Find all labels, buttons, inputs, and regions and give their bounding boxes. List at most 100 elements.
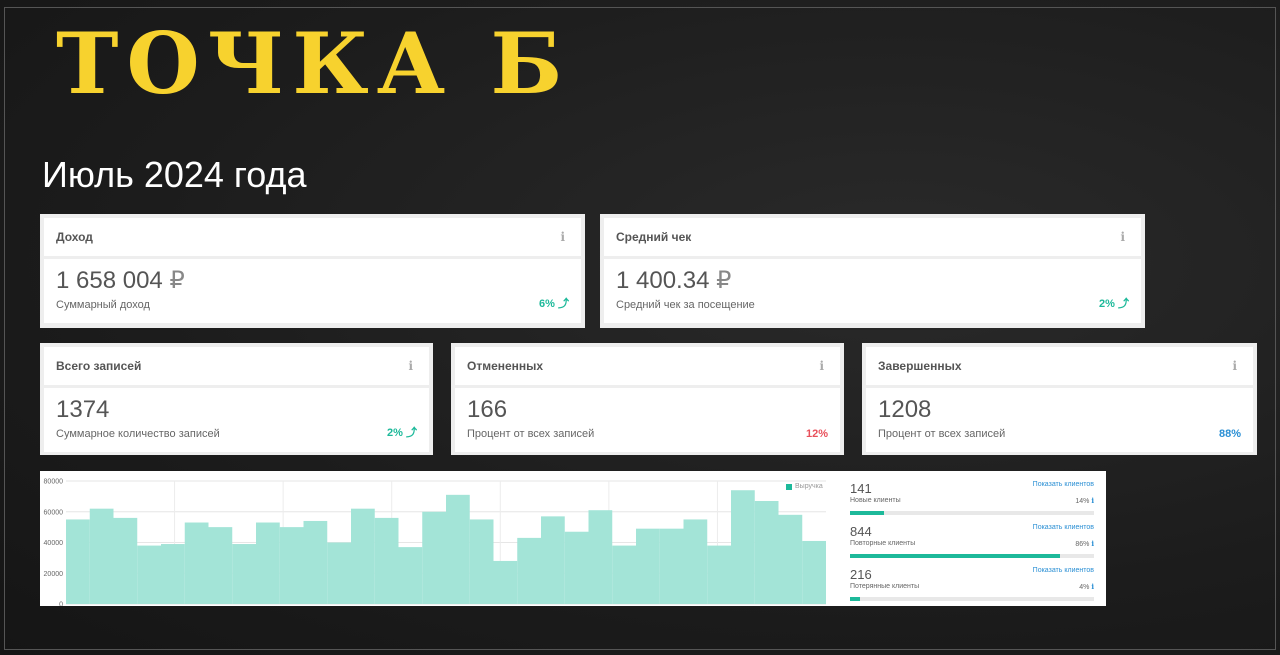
card-body: 1 400.34 ₽ Средний чек за посещение 2% ⤴ — [604, 259, 1141, 323]
card-header: Средний чек i — [604, 218, 1141, 256]
total-bookings-card: Всего записей i 1374 Суммарное количеств… — [40, 343, 433, 455]
card-title: Отмененных — [467, 359, 544, 373]
revenue-bar[interactable] — [446, 494, 470, 604]
revenue-bar[interactable] — [707, 545, 731, 604]
card-body: 1208 Процент от всех записей 88% — [866, 388, 1253, 452]
revenue-bar[interactable] — [374, 517, 399, 604]
revenue-bar[interactable] — [113, 517, 138, 604]
revenue-bar[interactable] — [731, 490, 755, 604]
revenue-bar[interactable] — [422, 511, 446, 604]
brand-logo: ТОЧКА Б — [56, 14, 571, 113]
revenue-chart: 80000 60000 40000 20000 0 — [44, 479, 826, 607]
progress-track — [850, 554, 1094, 558]
revenue-bar[interactable] — [778, 514, 803, 604]
y-tick-label: 40000 — [44, 540, 64, 547]
progress-fill — [850, 554, 1060, 558]
stat-number: 141 — [850, 481, 872, 496]
percent-badge: 88% — [1218, 428, 1241, 440]
card-description: Средний чек за посещение — [616, 299, 755, 311]
card-description: Суммарный доход — [56, 299, 150, 311]
card-header: Всего записей i — [44, 347, 429, 385]
card-value: 1208 — [878, 396, 932, 423]
revenue-bar[interactable] — [398, 547, 423, 604]
completed-card: Завершенных i 1208 Процент от всех запис… — [862, 343, 1257, 455]
percent-badge: 12% — [805, 428, 828, 440]
card-title: Средний чек — [616, 230, 692, 244]
card-title: Завершенных — [878, 359, 962, 373]
revenue-bar[interactable] — [279, 527, 304, 604]
card-body: 1 658 004 ₽ Суммарный доход 6% ⤴ — [44, 259, 581, 323]
progress-fill — [850, 597, 860, 601]
revenue-bar[interactable] — [588, 510, 613, 604]
chart-legend[interactable]: Выручка — [786, 483, 823, 490]
stat-percent: 4% i — [1079, 582, 1094, 591]
stat-percent: 86% i — [1075, 539, 1094, 548]
stat-number: 216 — [850, 567, 872, 582]
info-icon[interactable]: i — [1091, 496, 1094, 505]
card-title: Доход — [56, 230, 93, 244]
info-icon[interactable]: i — [1232, 359, 1237, 373]
income-card: Доход i 1 658 004 ₽ Суммарный доход 6% ⤴ — [40, 214, 585, 328]
revenue-bar[interactable] — [564, 531, 589, 604]
stat-percent: 14% i — [1075, 496, 1094, 505]
y-tick-label: 0 — [59, 602, 63, 607]
card-body: 1374 Суммарное количество записей 2% ⤴ — [44, 388, 429, 452]
info-icon[interactable]: i — [408, 359, 413, 373]
revenue-bar[interactable] — [351, 508, 375, 604]
revenue-bar[interactable] — [493, 560, 518, 604]
show-clients-link[interactable]: Показать клиентов — [1032, 567, 1094, 574]
progress-track — [850, 511, 1094, 515]
revenue-bar[interactable] — [303, 520, 328, 604]
info-icon[interactable]: i — [819, 359, 824, 373]
stat-label: Потерянные клиенты — [850, 583, 920, 590]
revenue-bar[interactable] — [517, 537, 541, 604]
period-title: Июль 2024 года — [42, 154, 307, 195]
trend-badge: 6% ⤴ — [539, 298, 569, 310]
legend-label: Выручка — [795, 483, 823, 490]
revenue-bar[interactable] — [659, 528, 684, 604]
repeat-clients-stat: 844 Повторные клиенты Показать клиентов … — [846, 524, 1102, 564]
card-description: Процент от всех записей — [467, 428, 595, 440]
revenue-bar[interactable] — [89, 508, 114, 604]
show-clients-link[interactable]: Показать клиентов — [1032, 524, 1094, 531]
revenue-bar[interactable] — [469, 519, 494, 604]
revenue-bar[interactable] — [636, 528, 660, 604]
info-icon[interactable]: i — [1091, 582, 1094, 591]
y-tick-label: 20000 — [44, 571, 64, 578]
y-tick-label: 80000 — [44, 479, 64, 486]
info-icon[interactable]: i — [560, 230, 565, 244]
revenue-chart-panel: 80000 60000 40000 20000 0 Выручка 141 Новые … — [40, 471, 1106, 606]
revenue-bar[interactable] — [327, 542, 351, 605]
revenue-bar[interactable] — [683, 519, 708, 604]
average-check-card: Средний чек i 1 400.34 ₽ Средний чек за … — [600, 214, 1145, 328]
revenue-bar[interactable] — [184, 522, 209, 604]
trend-badge: 2% ⤴ — [1099, 298, 1129, 310]
info-icon[interactable]: i — [1091, 539, 1094, 548]
stat-label: Повторные клиенты — [850, 540, 916, 547]
card-header: Завершенных i — [866, 347, 1253, 385]
card-title: Всего записей — [56, 359, 142, 373]
trend-badge: 2% ⤴ — [387, 427, 417, 439]
revenue-bar[interactable] — [541, 516, 565, 604]
y-tick-label: 60000 — [44, 509, 64, 516]
revenue-bar[interactable] — [232, 544, 256, 604]
revenue-bar[interactable] — [802, 540, 826, 604]
card-value: 166 — [467, 396, 508, 423]
revenue-bar[interactable] — [754, 500, 779, 604]
show-clients-link[interactable]: Показать клиентов — [1032, 481, 1094, 488]
card-description: Процент от всех записей — [878, 428, 1006, 440]
revenue-bar[interactable] — [161, 544, 185, 604]
stat-label: Новые клиенты — [850, 497, 901, 504]
revenue-bar[interactable] — [208, 527, 233, 604]
card-value: 1374 — [56, 396, 110, 423]
revenue-bar[interactable] — [137, 545, 161, 604]
lost-clients-stat: 216 Потерянные клиенты Показать клиентов… — [846, 567, 1102, 607]
revenue-bar[interactable] — [256, 522, 280, 604]
legend-swatch — [786, 483, 792, 490]
info-icon[interactable]: i — [1120, 230, 1125, 244]
revenue-bar[interactable] — [612, 545, 636, 604]
card-body: 166 Процент от всех записей 12% — [455, 388, 840, 452]
revenue-bar[interactable] — [66, 519, 90, 604]
card-header: Доход i — [44, 218, 581, 256]
progress-track — [850, 597, 1094, 601]
